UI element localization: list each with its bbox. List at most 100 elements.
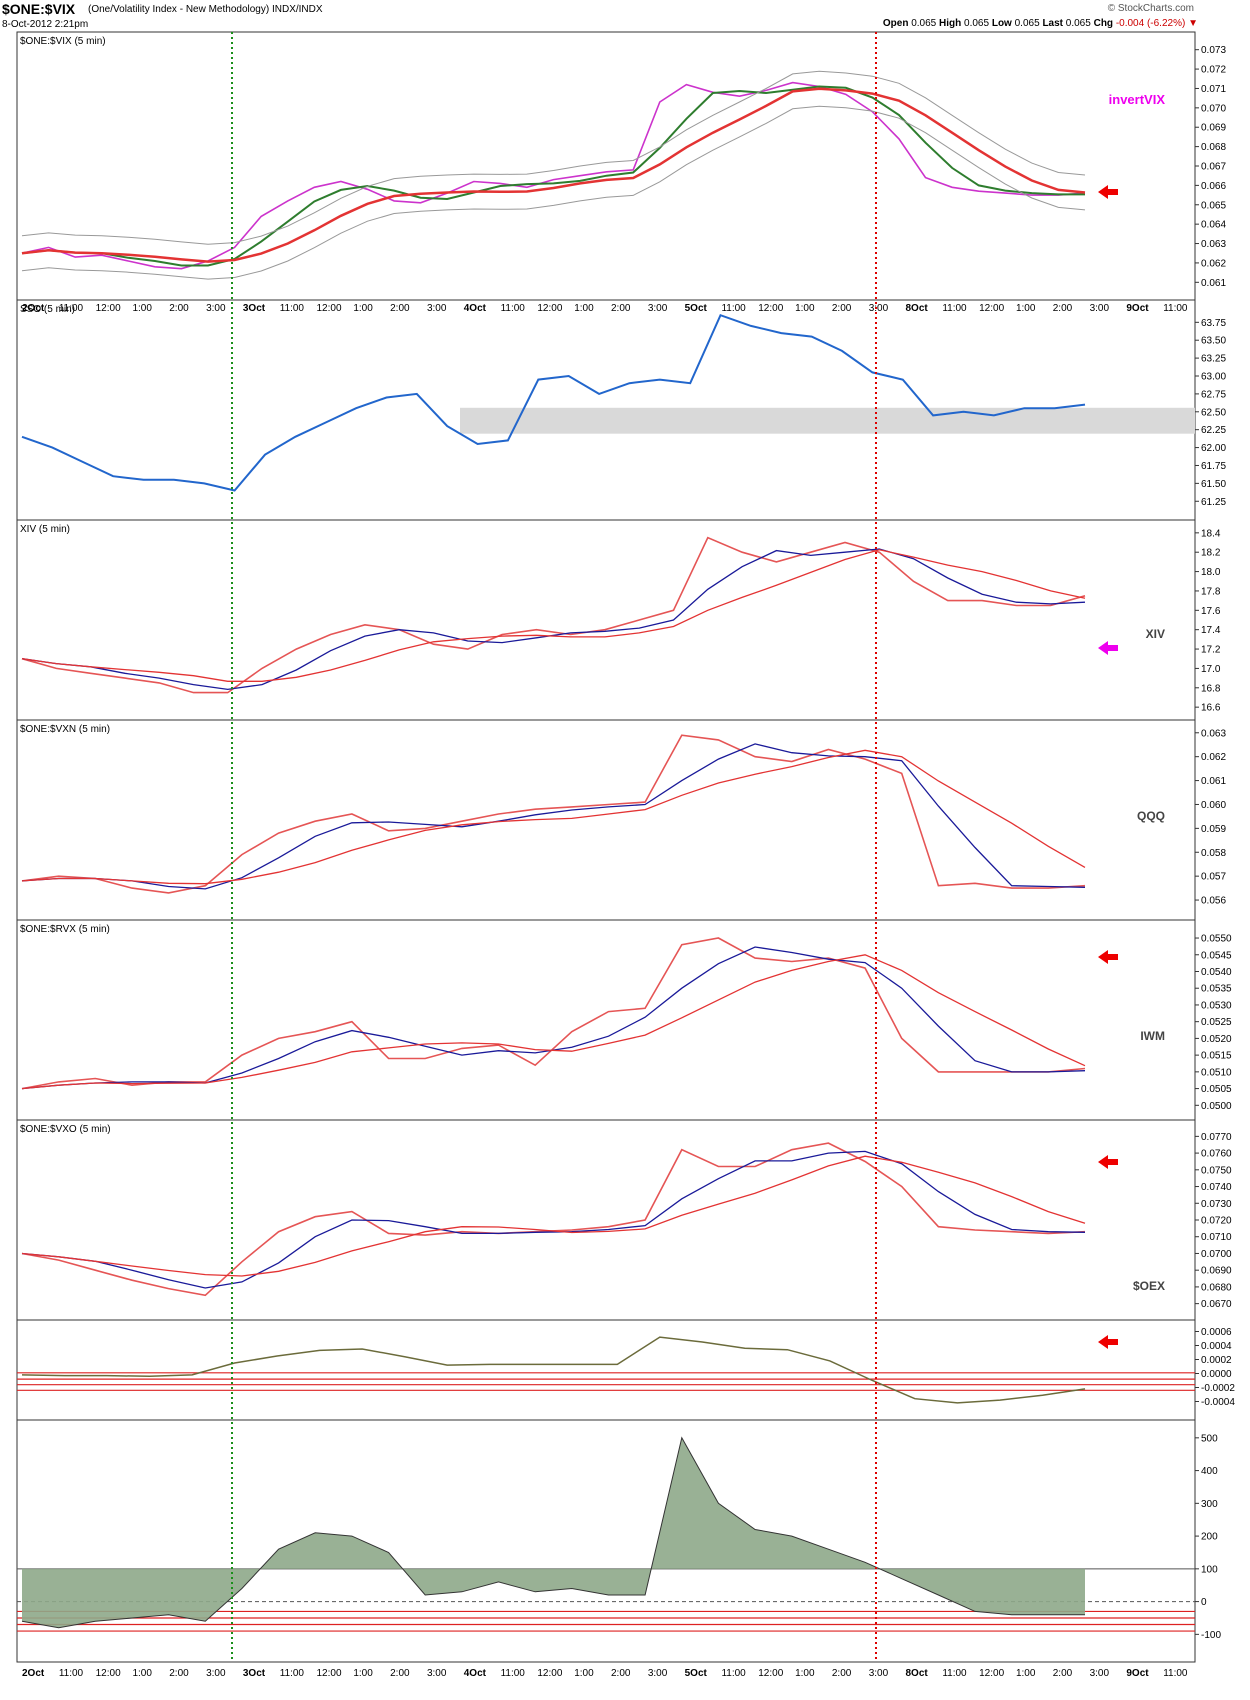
x-tick-label-top: 2Oct — [22, 303, 45, 314]
y-tick-label: 63.50 — [1201, 336, 1226, 347]
y-tick-label: 0.0004 — [1201, 1341, 1232, 1352]
x-tick-label: 1:00 — [132, 1668, 152, 1679]
y-tick-label: 0.062 — [1201, 752, 1226, 763]
y-tick-label: 0.061 — [1201, 776, 1226, 787]
x-tick-label-top: 1:00 — [795, 303, 815, 314]
y-tick-label: 16.8 — [1201, 683, 1221, 694]
y-tick-label: 0.061 — [1201, 278, 1226, 289]
y-tick-label: 0.0006 — [1201, 1327, 1232, 1338]
slow-moving-average — [21, 87, 1086, 263]
x-tick-label: 1:00 — [1016, 1668, 1036, 1679]
left-arrow-icon — [1098, 185, 1118, 199]
y-tick-label: 0.064 — [1201, 220, 1226, 231]
x-tick-label: 2:00 — [611, 1668, 631, 1679]
y-tick-label: 0.0680 — [1201, 1282, 1232, 1293]
x-tick-label-top: 12:00 — [537, 303, 562, 314]
panel-title: $ONE:$VIX (5 min) — [20, 36, 106, 47]
y-tick-label: 0.0690 — [1201, 1266, 1232, 1277]
x-tick-label-top: 11:00 — [1163, 303, 1188, 314]
y-tick-label: 0.0500 — [1201, 1101, 1232, 1112]
x-tick-label-top: 12:00 — [96, 303, 121, 314]
price-line — [21, 734, 1086, 894]
price-line — [21, 536, 1086, 694]
y-tick-label: 0.0525 — [1201, 1017, 1232, 1028]
y-tick-label: 0.0510 — [1201, 1067, 1232, 1078]
y-tick-label: 0.066 — [1201, 181, 1226, 192]
x-tick-label: 12:00 — [979, 1668, 1004, 1679]
y-tick-label: 0.0750 — [1201, 1165, 1232, 1176]
y-tick-label: 16.6 — [1201, 703, 1221, 714]
y-tick-label: 62.50 — [1201, 407, 1226, 418]
x-tick-label-top: 2:00 — [390, 303, 410, 314]
x-tick-label: 2:00 — [169, 1668, 189, 1679]
x-tick-label-top: 12:00 — [317, 303, 342, 314]
x-tick-label: 12:00 — [96, 1668, 121, 1679]
x-tick-label: 2:00 — [390, 1668, 410, 1679]
x-tick-label-top: 3:00 — [648, 303, 668, 314]
x-tick-label: 2:00 — [832, 1668, 852, 1679]
y-tick-label: 0.068 — [1201, 142, 1226, 153]
price-line — [21, 313, 1086, 492]
y-tick-label: 63.25 — [1201, 354, 1226, 365]
y-tick-label: 17.2 — [1201, 645, 1221, 656]
chg-value: -0.004 (-6.22%) — [1115, 18, 1186, 29]
x-tick-label-top: 2:00 — [611, 303, 631, 314]
x-tick-label-top: 11:00 — [721, 303, 746, 314]
x-tick-label: 3:00 — [648, 1668, 668, 1679]
panel-annotation: XIV — [1146, 627, 1165, 641]
x-tick-label-top: 11:00 — [501, 303, 526, 314]
oscillator-line — [21, 1336, 1086, 1404]
oscillator-area — [22, 1437, 1085, 1628]
quote-summary: Open 0.065 High 0.065 Low 0.065 Last 0.0… — [883, 18, 1198, 29]
panel-annotation: invertVIX — [1109, 92, 1166, 107]
last-label: Last — [1042, 18, 1063, 29]
x-tick-label-top: 1:00 — [574, 303, 594, 314]
x-tick-label-top: 11:00 — [942, 303, 967, 314]
y-tick-label: -0.0004 — [1201, 1397, 1235, 1408]
y-tick-label: 0.069 — [1201, 123, 1226, 134]
y-tick-label: 0 — [1201, 1597, 1207, 1608]
y-tick-label: 300 — [1201, 1499, 1218, 1510]
gap-band — [460, 407, 1195, 434]
y-tick-label: 400 — [1201, 1466, 1218, 1477]
y-tick-label: 0.070 — [1201, 103, 1226, 114]
x-tick-label: 11:00 — [280, 1668, 305, 1679]
panel-title: SSO (5 min) — [20, 304, 75, 315]
y-tick-label: 62.00 — [1201, 443, 1226, 454]
x-tick-label: 1:00 — [795, 1668, 815, 1679]
y-tick-label: 0.0545 — [1201, 950, 1232, 961]
chart-frame — [16, 31, 1196, 1663]
chart-symbol: $ONE:$VIX — [2, 1, 76, 17]
slow-moving-average — [21, 549, 1086, 682]
y-tick-label: 0.0002 — [1201, 1355, 1232, 1366]
oscillator-line — [21, 1436, 1085, 1629]
x-tick-label-top: 1:00 — [1016, 303, 1036, 314]
x-tick-label-top: 8Oct — [906, 303, 929, 314]
high-label: High — [939, 18, 962, 29]
x-tick-label: 12:00 — [537, 1668, 562, 1679]
y-tick-label: 18.0 — [1201, 567, 1221, 578]
x-tick-label-top: 3:00 — [427, 303, 447, 314]
y-tick-label: 0.0515 — [1201, 1051, 1232, 1062]
x-tick-label-top: 2:00 — [832, 303, 852, 314]
x-tick-label: 3Oct — [243, 1668, 266, 1679]
y-tick-label: 0.065 — [1201, 200, 1226, 211]
y-tick-label: 0.063 — [1201, 239, 1226, 250]
y-tick-label: -100 — [1201, 1630, 1221, 1641]
y-tick-label: 17.0 — [1201, 664, 1221, 675]
chg-label: Chg — [1093, 18, 1114, 29]
y-tick-label: 17.6 — [1201, 606, 1221, 617]
price-line — [21, 81, 1086, 270]
x-tick-label-top: 4Oct — [464, 303, 487, 314]
panel-title: $ONE:$RVX (5 min) — [20, 924, 110, 935]
y-tick-label: 200 — [1201, 1532, 1218, 1543]
y-tick-label: 0.0535 — [1201, 984, 1232, 995]
x-tick-label: 3:00 — [869, 1668, 889, 1679]
y-tick-label: 18.2 — [1201, 548, 1221, 559]
x-tick-label: 9Oct — [1126, 1668, 1149, 1679]
y-tick-label: 0.0530 — [1201, 1000, 1232, 1011]
low-label: Low — [991, 18, 1012, 29]
panel-annotation: QQQ — [1137, 809, 1165, 823]
left-arrow-icon — [1098, 641, 1118, 655]
y-tick-label: 0.059 — [1201, 824, 1226, 835]
